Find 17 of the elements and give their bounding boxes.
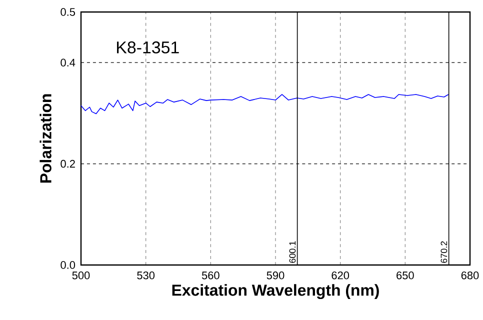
ref-line-label: 670.2	[440, 241, 448, 263]
y-tick-label: 0.4	[60, 58, 76, 66]
y-tick-label: 0.5	[60, 8, 76, 16]
x-tick-label: 620	[332, 272, 350, 280]
x-tick-label: 560	[202, 272, 220, 280]
annotation: K8-1351	[117, 41, 179, 54]
x-tick-label: 500	[72, 272, 90, 280]
x-tick-label: 590	[266, 272, 284, 280]
y-tick-label: 0.0	[60, 261, 76, 269]
x-axis-title: Excitation Wavelength (nm)	[172, 284, 379, 300]
x-tick-label: 680	[461, 272, 479, 280]
x-tick-label: 650	[396, 272, 414, 280]
line-series	[80, 94, 449, 114]
y-axis-title: Polarization	[40, 94, 52, 183]
x-tick-label: 530	[137, 272, 155, 280]
ref-line-label: 600.1	[289, 241, 296, 263]
y-tick-label: 0.2	[60, 160, 75, 168]
